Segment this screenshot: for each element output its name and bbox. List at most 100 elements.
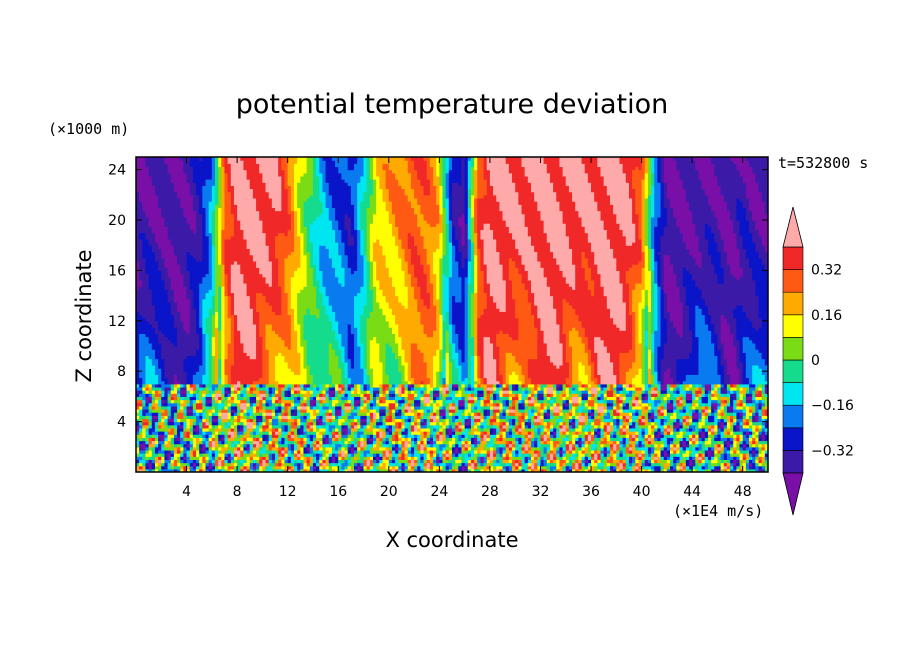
heatmap-cell	[167, 368, 172, 372]
heatmap-cell	[136, 434, 140, 438]
heatmap-cell	[161, 273, 166, 278]
heatmap-cell	[167, 216, 172, 221]
heatmap-cell	[158, 380, 162, 385]
heatmap-cell	[167, 459, 172, 464]
heatmap-cell	[142, 194, 147, 199]
heatmap-cell	[167, 427, 172, 432]
heatmap-cell	[136, 308, 140, 312]
heatmap-cell	[148, 213, 153, 218]
heatmap-cell	[164, 314, 169, 319]
heatmap-cell	[148, 226, 153, 231]
heatmap-cell	[158, 251, 162, 256]
heatmap-cell	[158, 235, 162, 240]
heatmap-cell	[136, 393, 140, 397]
heatmap-cell	[145, 295, 150, 300]
heatmap-cell	[145, 172, 150, 177]
heatmap-cell	[151, 276, 156, 281]
heatmap-cell	[139, 427, 143, 432]
heatmap-cell	[151, 380, 156, 385]
heatmap-cell	[158, 424, 162, 429]
heatmap-cell	[154, 169, 159, 174]
heatmap-cell	[136, 229, 140, 234]
heatmap-cell	[170, 273, 175, 278]
heatmap-cell	[139, 320, 143, 325]
heatmap-cell	[161, 308, 166, 312]
heatmap-cell	[161, 431, 166, 435]
heatmap-cell	[145, 393, 150, 397]
heatmap-cell	[148, 453, 153, 457]
heatmap-cell	[148, 169, 153, 174]
heatmap-cell	[158, 358, 162, 363]
heatmap-cell	[136, 216, 140, 221]
heatmap-cell	[170, 330, 175, 334]
heatmap-cell	[136, 292, 140, 297]
heatmap-cell	[145, 242, 150, 246]
heatmap-cell	[154, 437, 159, 442]
heatmap-cell	[148, 229, 153, 234]
heatmap-cell	[154, 402, 159, 407]
heatmap-cell	[154, 254, 159, 259]
heatmap-cell	[139, 314, 143, 319]
heatmap-cell	[167, 197, 172, 202]
heatmap-cell	[167, 415, 172, 420]
heatmap-cell	[136, 204, 140, 208]
heatmap-cell	[164, 468, 169, 472]
heatmap-cell	[154, 355, 159, 360]
heatmap-cell	[145, 453, 150, 457]
heatmap-cell	[151, 245, 156, 249]
heatmap-cell	[154, 339, 159, 344]
heatmap-cell	[154, 223, 159, 227]
heatmap-cell	[167, 311, 172, 316]
heatmap-cell	[142, 371, 147, 375]
heatmap-cell	[142, 245, 147, 249]
heatmap-cell	[170, 415, 175, 420]
heatmap-cell	[164, 292, 169, 297]
heatmap-cell	[161, 229, 166, 234]
heatmap-cell	[136, 260, 140, 265]
heatmap-cell	[167, 374, 172, 379]
heatmap-cell	[148, 390, 153, 394]
heatmap-cell	[145, 235, 150, 240]
heatmap-cell	[167, 327, 172, 331]
heatmap-cell	[161, 386, 166, 391]
heatmap-cell	[161, 301, 166, 306]
heatmap-cell	[145, 305, 150, 309]
heatmap-cell	[158, 257, 162, 262]
heatmap-cell	[154, 465, 159, 470]
heatmap-cell	[148, 399, 153, 404]
heatmap-cell	[148, 434, 153, 438]
heatmap-cell	[167, 298, 172, 303]
heatmap-cell	[161, 169, 166, 174]
heatmap-cell	[161, 172, 166, 177]
heatmap-cell	[151, 254, 156, 259]
heatmap-cell	[148, 242, 153, 246]
heatmap-cell	[139, 201, 143, 205]
heatmap-cell	[142, 333, 147, 338]
heatmap-cell	[167, 223, 172, 227]
heatmap-cell	[151, 339, 156, 344]
heatmap-cell	[158, 166, 162, 171]
heatmap-cell	[167, 257, 172, 262]
heatmap-cell	[158, 311, 162, 316]
heatmap-cell	[136, 364, 140, 369]
heatmap-cell	[139, 298, 143, 303]
heatmap-cell	[161, 182, 166, 186]
heatmap-cell	[139, 163, 143, 168]
heatmap-cell	[161, 251, 166, 256]
heatmap-cell	[161, 257, 166, 262]
heatmap-cell	[145, 267, 150, 271]
heatmap-cell	[139, 172, 143, 177]
heatmap-cell	[142, 402, 147, 407]
heatmap-cell	[161, 191, 166, 196]
heatmap-cell	[158, 446, 162, 451]
heatmap-cell	[136, 317, 140, 322]
heatmap-cell	[167, 314, 172, 319]
heatmap-cell	[151, 333, 156, 338]
heatmap-cell	[164, 393, 169, 397]
heatmap-cell	[151, 216, 156, 221]
heatmap-cell	[164, 437, 169, 442]
heatmap-cell	[136, 468, 140, 472]
heatmap-cell	[167, 355, 172, 360]
heatmap-cell	[139, 182, 143, 186]
heatmap-cell	[170, 245, 175, 249]
